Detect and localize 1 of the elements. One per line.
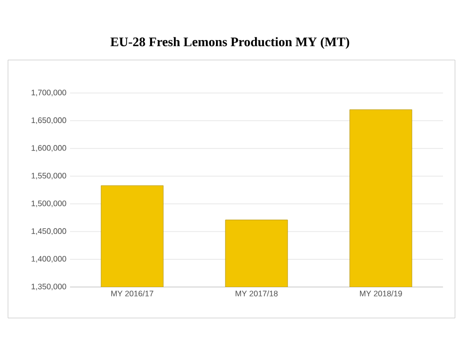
chart-title: EU-28 Fresh Lemons Production MY (MT) bbox=[110, 37, 350, 49]
